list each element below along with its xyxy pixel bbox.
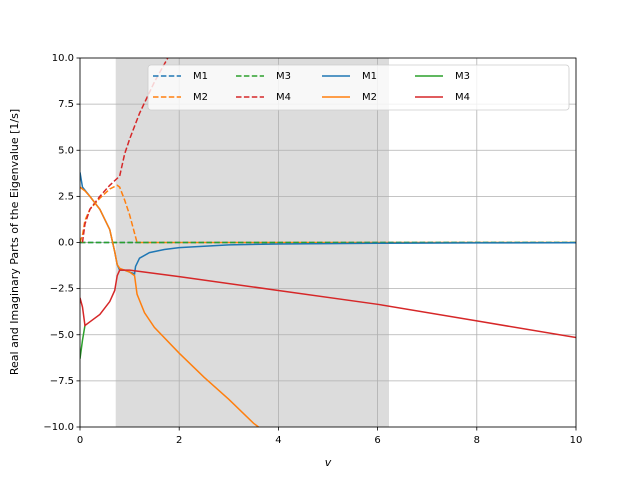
legend: M1 M2 M3 M4 M1 M2 M3 M4 <box>147 64 570 111</box>
legend-label: M2 <box>362 92 377 103</box>
x-tick-label: 6 <box>374 435 380 446</box>
legend-box <box>147 64 570 111</box>
series-line <box>80 184 576 244</box>
y-tick-label: −10.0 <box>43 422 74 433</box>
y-axis-label: Real and Imaginary Parts of the Eigenval… <box>8 109 21 375</box>
x-tick-label: 2 <box>176 435 182 446</box>
legend-label: M1 <box>193 71 208 82</box>
x-tick-label: 10 <box>570 435 583 446</box>
plot-lines <box>80 58 576 427</box>
legend-label: M1 <box>362 71 377 82</box>
legend-label: M3 <box>276 71 291 82</box>
legend-label: M2 <box>193 92 208 103</box>
legend-label: M4 <box>455 92 470 103</box>
y-tick-label: −7.5 <box>50 376 74 387</box>
legend-label: M3 <box>455 71 470 82</box>
x-axis-label: v <box>325 456 332 469</box>
y-tick-label: 0.0 <box>58 238 74 249</box>
series-line <box>80 186 260 427</box>
y-tick-label: 5.0 <box>58 145 74 156</box>
y-tick-label: 7.5 <box>58 99 74 110</box>
series-line <box>81 58 169 243</box>
y-tick-label: −5.0 <box>50 330 74 341</box>
y-tick-label: −2.5 <box>50 284 74 295</box>
y-tick-label: 10.0 <box>52 53 74 64</box>
x-tick-label: 8 <box>474 435 480 446</box>
x-tick-label: 0 <box>77 435 83 446</box>
y-tick-label: 2.5 <box>58 191 74 202</box>
series-line <box>80 269 576 339</box>
x-tick-label: 4 <box>275 435 281 446</box>
series-line <box>80 325 86 359</box>
legend-label: M4 <box>276 92 291 103</box>
